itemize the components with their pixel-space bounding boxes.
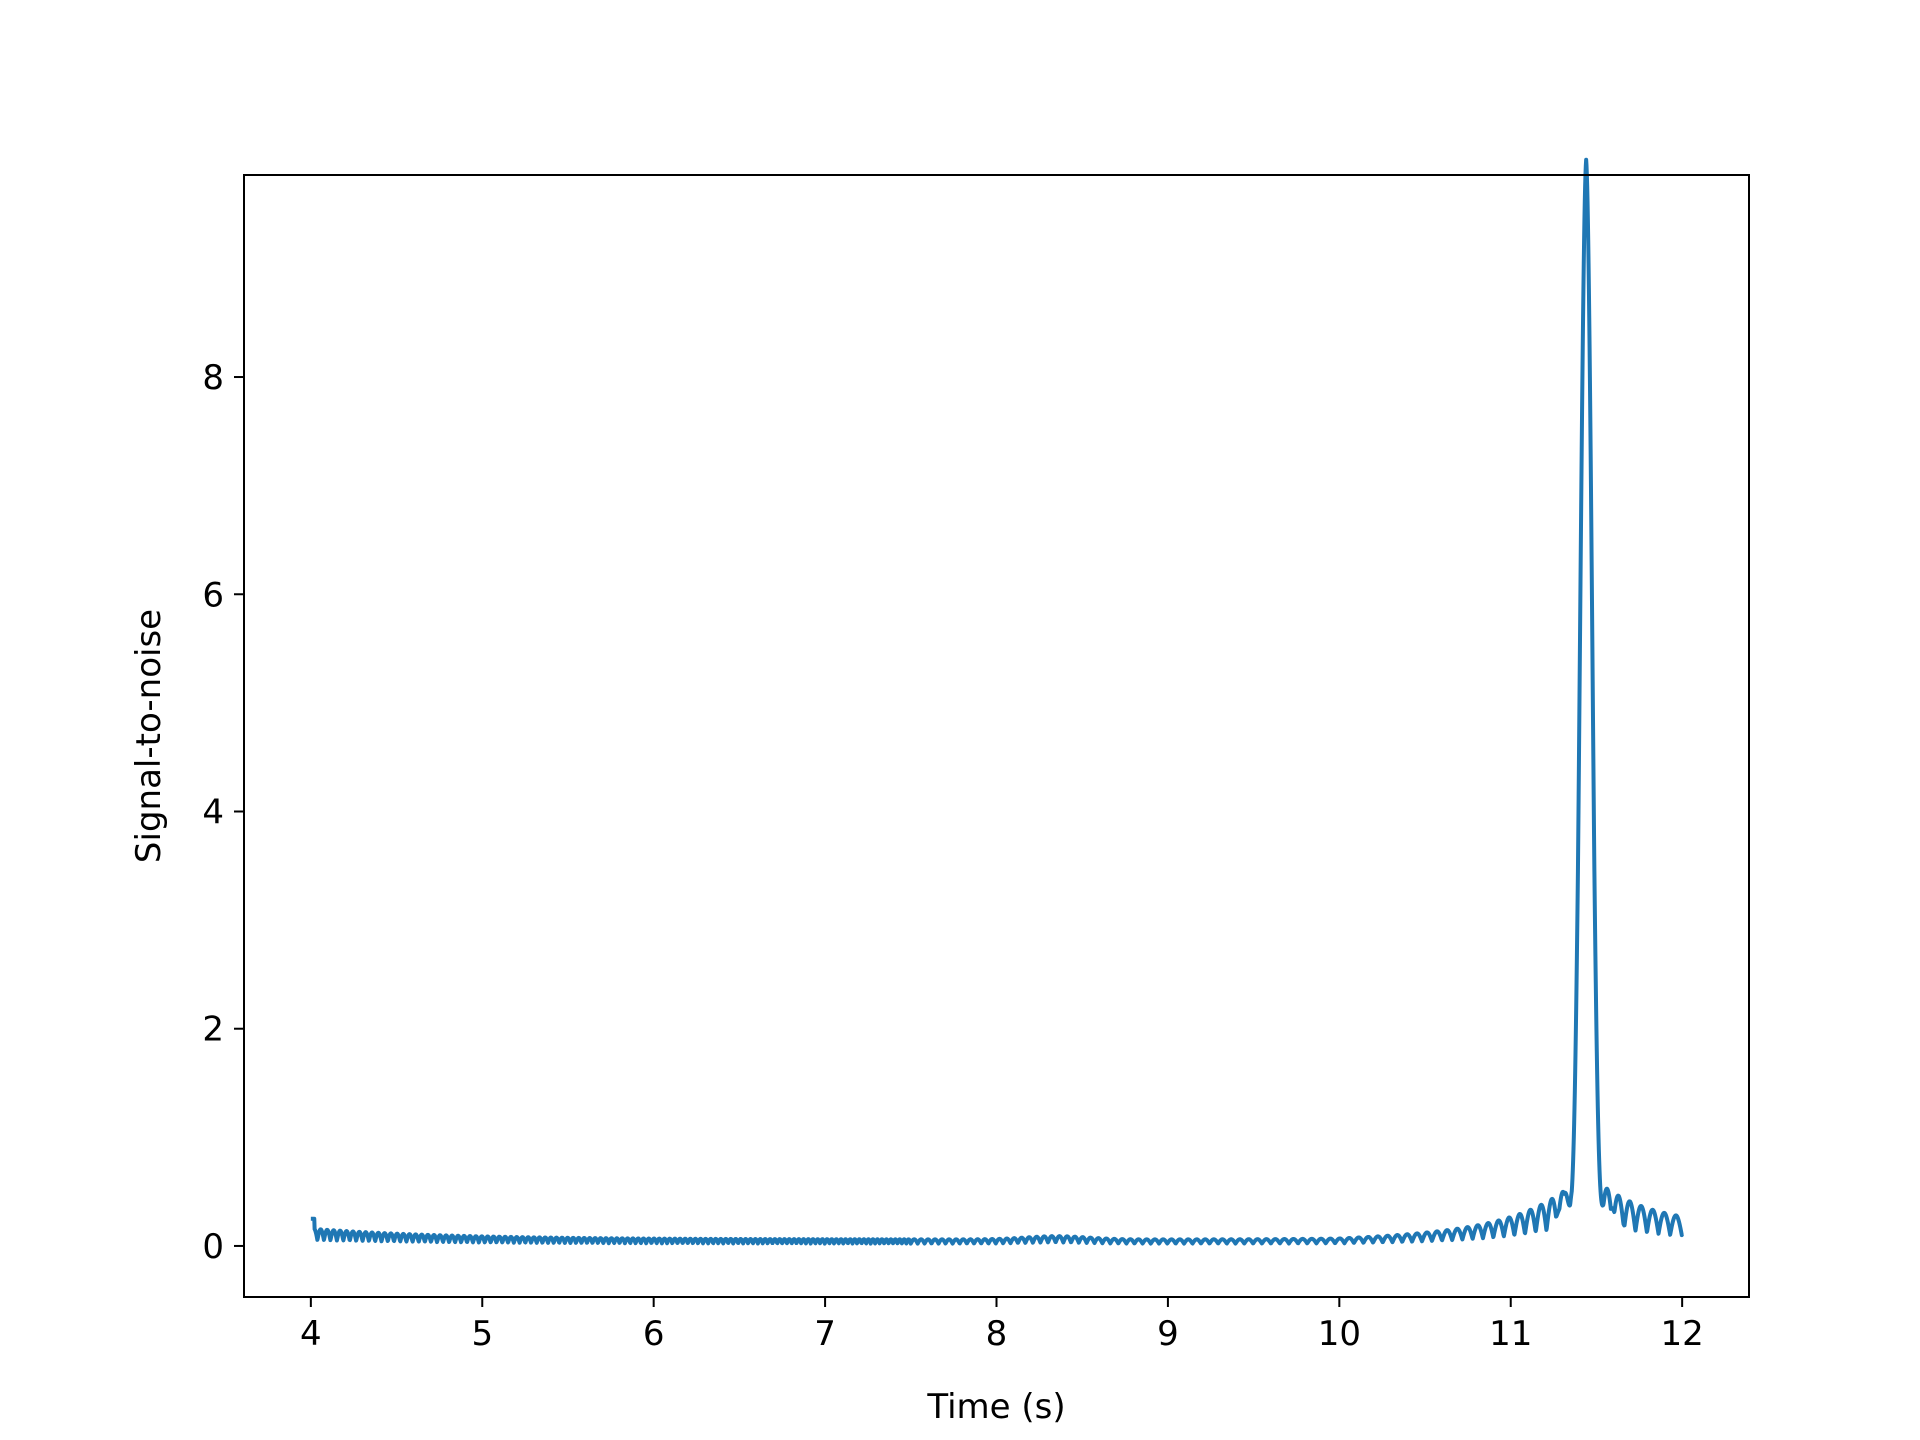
x-tick-label: 12 bbox=[1661, 1314, 1704, 1354]
y-tick-label: 4 bbox=[202, 792, 224, 832]
x-tick-label: 6 bbox=[643, 1314, 665, 1354]
y-tick-label: 2 bbox=[202, 1010, 224, 1050]
x-tick-label: 11 bbox=[1489, 1314, 1532, 1354]
y-tick-label: 6 bbox=[202, 575, 224, 615]
series-line-snr bbox=[309, 157, 1684, 1246]
y-tick-label: 0 bbox=[202, 1227, 224, 1267]
x-tick-label: 10 bbox=[1318, 1314, 1361, 1354]
y-axis-label: Signal-to-noise bbox=[129, 609, 169, 863]
x-tick-label: 4 bbox=[300, 1314, 322, 1354]
y-tick-label: 8 bbox=[202, 358, 224, 398]
x-tick-label: 8 bbox=[986, 1314, 1008, 1354]
plot-area bbox=[309, 157, 1684, 1246]
x-tick-label: 7 bbox=[814, 1314, 836, 1354]
axes: 4 5 6 7 8 9 10 11 12 0 2 4 6 8 bbox=[202, 174, 1750, 1354]
x-tick-label: 9 bbox=[1157, 1314, 1179, 1354]
x-tick-label: 5 bbox=[471, 1314, 493, 1354]
x-axis-label: Time (s) bbox=[926, 1387, 1065, 1427]
